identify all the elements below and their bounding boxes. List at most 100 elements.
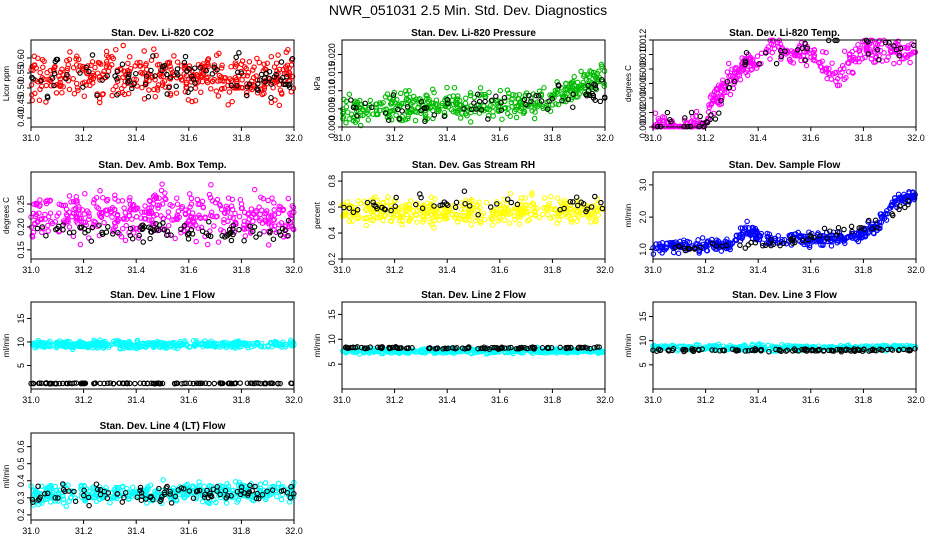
data-point	[545, 203, 552, 209]
reference-point	[253, 234, 259, 240]
data-point	[549, 102, 556, 108]
panel-title: Stan. Dev. Li-820 CO2	[111, 28, 214, 39]
reference-point	[283, 81, 289, 88]
data-point	[192, 342, 199, 348]
data-point	[806, 229, 812, 235]
data-point	[384, 91, 391, 97]
data-point	[601, 83, 608, 89]
data-point	[139, 84, 145, 91]
reference-point	[597, 98, 604, 105]
y-tick-label: 0.45	[16, 94, 26, 112]
data-point	[159, 201, 166, 207]
y-tick-label: 0.60	[16, 49, 26, 67]
data-point	[380, 217, 386, 224]
data-point	[75, 87, 81, 94]
reference-point	[140, 239, 146, 245]
data-point	[182, 89, 189, 95]
data-point	[757, 233, 764, 239]
reference-point	[777, 242, 783, 249]
data-point	[907, 59, 913, 66]
reference-point	[354, 112, 360, 119]
data-point	[708, 92, 715, 98]
data-point	[91, 337, 97, 343]
data-point	[703, 247, 710, 254]
data-point	[355, 215, 361, 222]
data-point	[265, 197, 271, 204]
reference-point	[567, 198, 574, 205]
data-point	[727, 72, 734, 79]
reference-point	[385, 117, 392, 123]
data-point	[276, 102, 283, 109]
data-point	[423, 92, 429, 98]
data-point	[837, 73, 843, 79]
data-point	[727, 246, 733, 253]
data-point	[497, 87, 504, 94]
data-point	[221, 85, 228, 91]
data-point	[84, 208, 91, 214]
data-point	[253, 209, 259, 215]
reference-point	[698, 244, 704, 251]
data-point	[568, 209, 574, 216]
reference-point	[266, 76, 273, 82]
plot-frame	[652, 171, 917, 260]
reference-point	[493, 93, 499, 100]
data-point	[355, 212, 361, 218]
reference-point	[399, 108, 405, 114]
data-point	[595, 212, 602, 218]
reference-point	[86, 68, 92, 75]
data-point	[473, 217, 479, 224]
data-point	[849, 69, 856, 75]
data-point	[495, 218, 501, 224]
data-series	[28, 181, 297, 248]
data-point	[754, 53, 761, 60]
data-point	[100, 194, 106, 201]
data-point	[158, 187, 165, 194]
data-point	[459, 206, 465, 212]
data-point	[730, 77, 737, 84]
data-point	[767, 56, 773, 62]
data-point	[474, 202, 481, 208]
data-point	[497, 206, 504, 213]
data-point	[504, 201, 510, 208]
reference-point	[561, 205, 567, 212]
data-point	[828, 76, 835, 82]
data-point	[36, 340, 43, 347]
data-point	[365, 117, 372, 123]
data-point	[884, 57, 890, 63]
reference-point	[413, 201, 419, 208]
y-tick-label: 2.0	[638, 211, 648, 224]
data-point	[162, 190, 168, 196]
data-point	[823, 229, 830, 236]
data-point	[63, 211, 70, 218]
reference-point	[250, 228, 256, 235]
data-point	[153, 194, 159, 200]
data-point	[100, 339, 106, 346]
reference-point	[51, 82, 57, 89]
data-point	[538, 92, 545, 99]
data-point	[119, 198, 126, 204]
reference-point	[708, 112, 714, 118]
data-point	[56, 73, 62, 80]
data-point	[94, 341, 101, 348]
data-point	[82, 190, 88, 197]
data-point	[887, 205, 894, 211]
data-point	[489, 222, 496, 228]
reference-point	[444, 202, 451, 209]
data-point	[243, 89, 250, 96]
data-point	[467, 211, 473, 217]
data-point	[95, 59, 102, 66]
data-point	[391, 89, 398, 96]
data-point	[42, 216, 48, 222]
data-point	[473, 203, 479, 209]
data-point	[202, 67, 208, 73]
data-point	[747, 54, 754, 61]
data-point	[254, 77, 260, 83]
reference-point	[789, 240, 796, 246]
data-point	[104, 61, 110, 67]
reference-point	[768, 237, 774, 243]
reference-point	[802, 57, 808, 64]
data-point	[453, 98, 459, 104]
reference-point	[580, 201, 587, 207]
data-point	[289, 342, 296, 349]
reference-point	[574, 202, 581, 209]
